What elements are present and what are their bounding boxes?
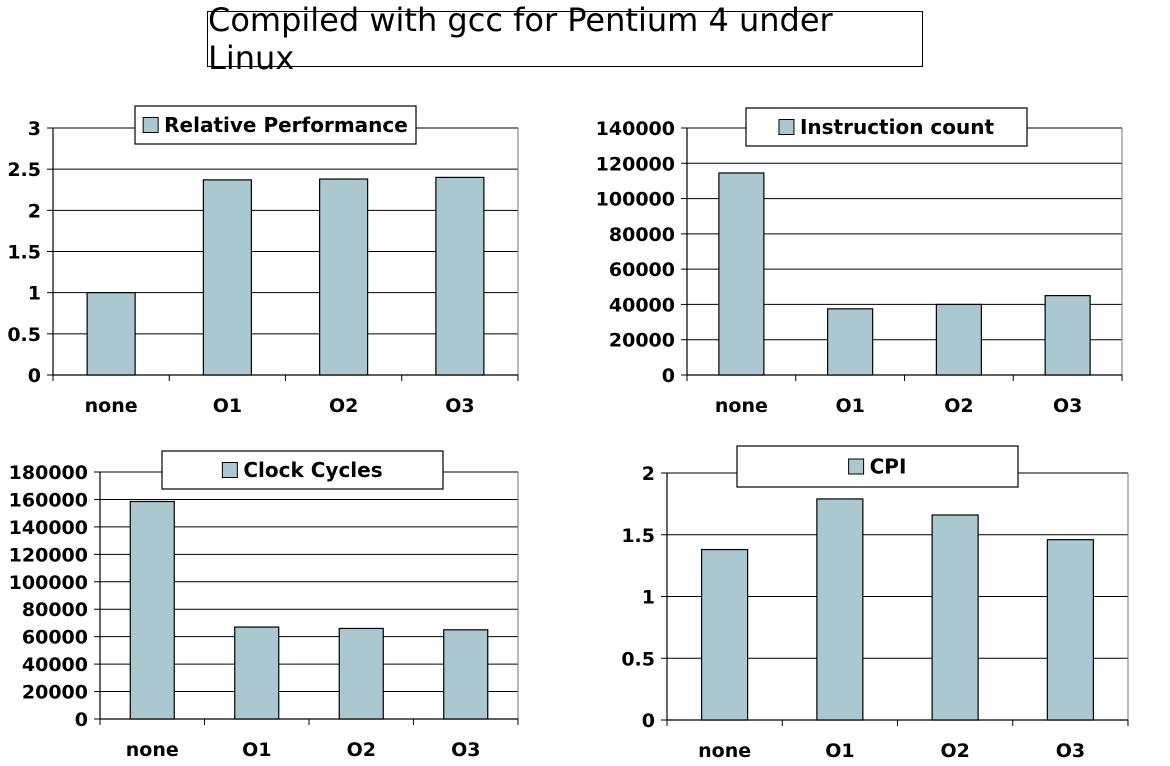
bar-none: [129, 500, 175, 720]
x-tick-label: O3: [451, 739, 480, 761]
x-tick-label: none: [715, 395, 768, 417]
legend: [745, 107, 1028, 147]
bar-o3: [1046, 539, 1094, 721]
bar-o2: [935, 303, 982, 376]
y-tick-label: 40000: [609, 294, 675, 316]
x-tick-label: O2: [329, 395, 358, 417]
x-tick-label: O1: [213, 395, 242, 417]
x-tick-label: O2: [944, 395, 973, 417]
bar-o1: [202, 179, 252, 376]
y-tick-label: 120000: [9, 544, 88, 566]
x-tick-label: O1: [825, 740, 854, 762]
y-tick-label: 1.5: [7, 242, 41, 264]
bar-o2: [319, 178, 369, 376]
bar-none: [86, 292, 136, 376]
y-tick-label: 1: [642, 587, 655, 609]
y-tick-label: 140000: [9, 517, 88, 539]
y-tick-label: 0: [28, 365, 41, 387]
legend: [736, 445, 1019, 488]
legend: [134, 105, 417, 145]
y-tick-label: 40000: [22, 654, 88, 676]
y-tick-label: 180000: [9, 462, 88, 484]
bar-o2: [931, 514, 979, 721]
y-tick-label: 0.5: [7, 324, 41, 346]
x-tick-label: O3: [445, 395, 474, 417]
bar-none: [718, 172, 765, 376]
x-tick-label: none: [85, 395, 138, 417]
legend-swatch: [221, 462, 238, 478]
y-tick-label: 160000: [9, 489, 88, 511]
x-tick-label: O3: [1053, 395, 1082, 417]
legend-label: Relative Performance: [164, 113, 408, 137]
x-tick-label: none: [126, 739, 179, 761]
legend-swatch: [848, 458, 865, 475]
y-tick-label: 0: [662, 365, 675, 387]
legend: [161, 450, 444, 490]
y-tick-label: 120000: [596, 153, 675, 175]
y-tick-label: 0.5: [621, 648, 655, 670]
legend-swatch: [142, 117, 159, 133]
bar-o3: [443, 629, 489, 720]
y-tick-label: 2: [642, 463, 655, 485]
y-tick-label: 20000: [609, 330, 675, 352]
y-tick-label: 60000: [609, 259, 675, 281]
y-tick-label: 0: [642, 710, 655, 732]
y-tick-label: 1: [28, 283, 41, 305]
y-tick-label: 2: [28, 200, 41, 222]
bar-o3: [435, 176, 485, 376]
bar-none: [701, 548, 749, 721]
y-tick-label: 100000: [9, 572, 88, 594]
y-tick-label: 140000: [596, 118, 675, 140]
y-tick-label: 80000: [609, 224, 675, 246]
legend-label: Instruction count: [800, 115, 995, 139]
y-tick-label: 0: [75, 709, 88, 731]
y-tick-label: 80000: [22, 599, 88, 621]
bar-o1: [827, 308, 874, 376]
legend-label: Clock Cycles: [243, 458, 382, 482]
x-tick-label: O2: [940, 740, 969, 762]
y-tick-label: 20000: [22, 682, 88, 704]
x-tick-label: O1: [835, 395, 864, 417]
legend-label: CPI: [870, 455, 907, 479]
bar-o1: [816, 498, 864, 721]
y-tick-label: 60000: [22, 627, 88, 649]
bar-o3: [1044, 295, 1091, 376]
x-tick-label: none: [698, 740, 751, 762]
bar-o1: [234, 626, 280, 720]
x-tick-label: O2: [347, 739, 376, 761]
y-tick-label: 3: [28, 118, 41, 140]
x-tick-label: O3: [1056, 740, 1085, 762]
y-tick-label: 100000: [596, 189, 675, 211]
y-tick-label: 2.5: [7, 159, 41, 181]
x-tick-label: O1: [242, 739, 271, 761]
y-tick-label: 1.5: [621, 525, 655, 547]
legend-swatch: [778, 119, 795, 135]
bar-o2: [338, 627, 384, 720]
